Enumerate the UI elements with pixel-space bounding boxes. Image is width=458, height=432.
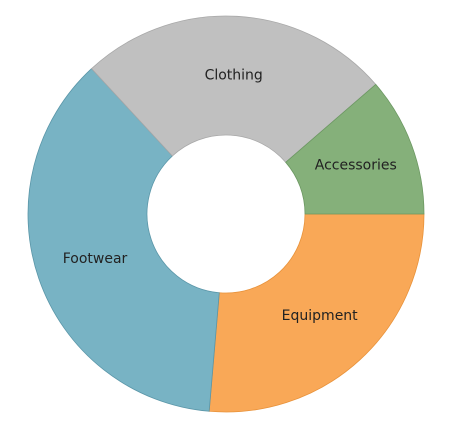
slices-layer bbox=[27, 15, 425, 413]
slice-label-footwear: Footwear bbox=[63, 251, 128, 267]
labels-layer: Equipment Footwear Clothing Accessories bbox=[63, 68, 397, 324]
slice-clothing[interactable] bbox=[91, 15, 377, 163]
slice-footwear[interactable] bbox=[27, 68, 220, 412]
slice-accessories[interactable] bbox=[285, 83, 425, 215]
slice-label-clothing: Clothing bbox=[205, 68, 263, 84]
slice-equipment[interactable] bbox=[208, 213, 425, 413]
slice-label-equipment: Equipment bbox=[282, 308, 359, 324]
slice-label-accessories: Accessories bbox=[315, 158, 397, 174]
